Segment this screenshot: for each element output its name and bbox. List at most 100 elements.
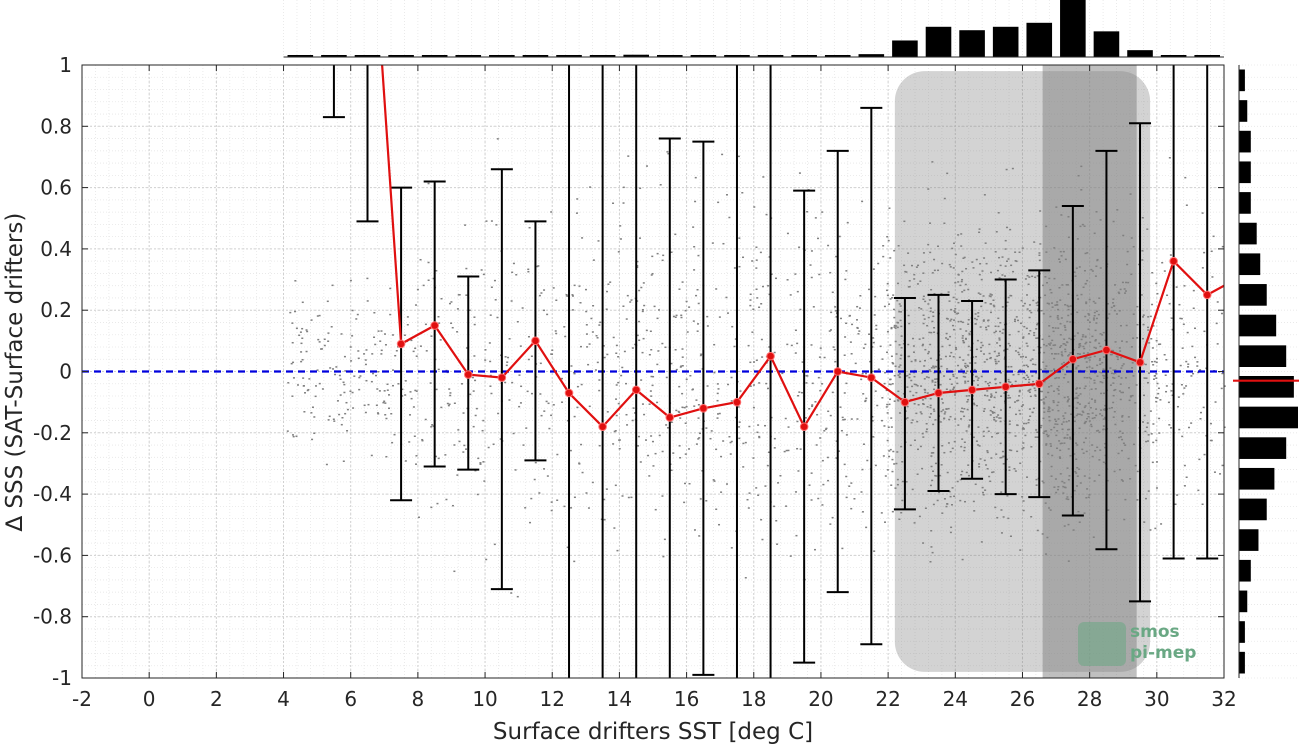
scatter-point: [939, 474, 942, 477]
scatter-point: [1096, 364, 1099, 367]
scatter-point: [952, 296, 955, 299]
scatter-point: [1135, 384, 1138, 386]
scatter-point: [681, 392, 684, 395]
scatter-point: [912, 394, 915, 397]
scatter-point: [943, 222, 946, 225]
scatter-point: [907, 286, 910, 288]
scatter-point: [473, 323, 476, 326]
scatter-point: [391, 334, 394, 336]
scatter-point: [949, 450, 952, 453]
scatter-point: [1203, 330, 1206, 333]
scatter-point: [656, 252, 659, 255]
scatter-point: [982, 494, 985, 496]
scatter-point: [595, 335, 598, 337]
scatter-point: [877, 368, 880, 371]
scatter-point: [349, 390, 352, 393]
scatter-point: [1011, 383, 1014, 386]
scatter-point: [1022, 422, 1025, 425]
scatter-point: [1100, 371, 1103, 374]
scatter-point: [1022, 355, 1025, 358]
scatter-point: [1001, 481, 1004, 483]
scatter-point: [1029, 415, 1032, 418]
scatter-point: [998, 277, 1001, 279]
scatter-point: [817, 376, 820, 379]
scatter-point: [1066, 400, 1069, 403]
scatter-point: [427, 261, 430, 264]
scatter-point: [1093, 311, 1096, 314]
scatter-point: [1084, 385, 1087, 387]
scatter-point: [1032, 380, 1035, 383]
scatter-point: [1066, 496, 1069, 498]
scatter-point: [800, 391, 803, 394]
scatter-point: [1118, 347, 1121, 349]
scatter-point: [1064, 258, 1067, 261]
scatter-point: [1010, 449, 1013, 452]
scatter-point: [982, 410, 985, 412]
scatter-point: [798, 246, 801, 248]
scatter-point: [945, 388, 948, 390]
scatter-point: [892, 308, 895, 311]
scatter-point: [1028, 316, 1031, 319]
scatter-point: [758, 436, 761, 439]
scatter-point: [881, 358, 884, 360]
scatter-point: [775, 519, 778, 522]
scatter-point: [699, 498, 702, 500]
scatter-point: [640, 379, 643, 381]
scatter-point: [871, 370, 874, 373]
scatter-point: [1013, 467, 1016, 470]
scatter-point: [670, 421, 673, 424]
scatter-point: [1130, 237, 1133, 239]
scatter-point: [1014, 470, 1017, 472]
scatter-point: [679, 366, 682, 368]
scatter-point: [487, 446, 490, 449]
scatter-point: [458, 440, 461, 443]
scatter-point: [969, 330, 972, 333]
scatter-point: [344, 412, 347, 415]
scatter-point: [965, 430, 968, 432]
scatter-point: [973, 510, 976, 512]
scatter-point: [674, 233, 677, 236]
scatter-point: [848, 315, 851, 317]
scatter-point: [1073, 420, 1076, 423]
scatter-point: [672, 452, 675, 454]
scatter-point: [810, 472, 813, 474]
scatter-point: [648, 475, 651, 477]
scatter-point: [1130, 273, 1133, 276]
scatter-point: [915, 391, 918, 394]
scatter-point: [730, 400, 733, 402]
scatter-point: [700, 353, 703, 356]
scatter-point: [971, 261, 974, 263]
scatter-point: [691, 388, 694, 391]
scatter-point: [737, 155, 740, 158]
scatter-point: [680, 314, 683, 317]
scatter-point: [902, 343, 905, 345]
scatter-point: [1163, 353, 1166, 356]
scatter-point: [1145, 426, 1148, 429]
mean-point: [531, 336, 540, 346]
scatter-point: [821, 383, 824, 385]
scatter-point: [716, 383, 719, 385]
scatter-point: [1060, 423, 1063, 425]
scatter-point: [963, 256, 966, 259]
scatter-point: [844, 336, 847, 338]
scatter-point: [1090, 388, 1093, 390]
scatter-point: [845, 270, 848, 272]
scatter-point: [1187, 363, 1190, 365]
scatter-point: [924, 300, 927, 303]
scatter-point: [1052, 330, 1055, 333]
scatter-point: [490, 392, 493, 395]
scatter-point: [652, 375, 655, 378]
scatter-point: [512, 432, 515, 435]
scatter-point: [912, 345, 915, 347]
scatter-point: [1067, 478, 1070, 481]
scatter-point: [1143, 414, 1146, 417]
scatter-point: [1047, 391, 1050, 394]
scatter-point: [994, 382, 997, 385]
scatter-point: [830, 311, 833, 314]
scatter-point: [1033, 334, 1036, 337]
scatter-point: [916, 420, 919, 423]
scatter-point: [511, 271, 514, 274]
scatter-point: [934, 474, 937, 477]
scatter-point: [993, 416, 996, 419]
scatter-point: [891, 383, 894, 385]
